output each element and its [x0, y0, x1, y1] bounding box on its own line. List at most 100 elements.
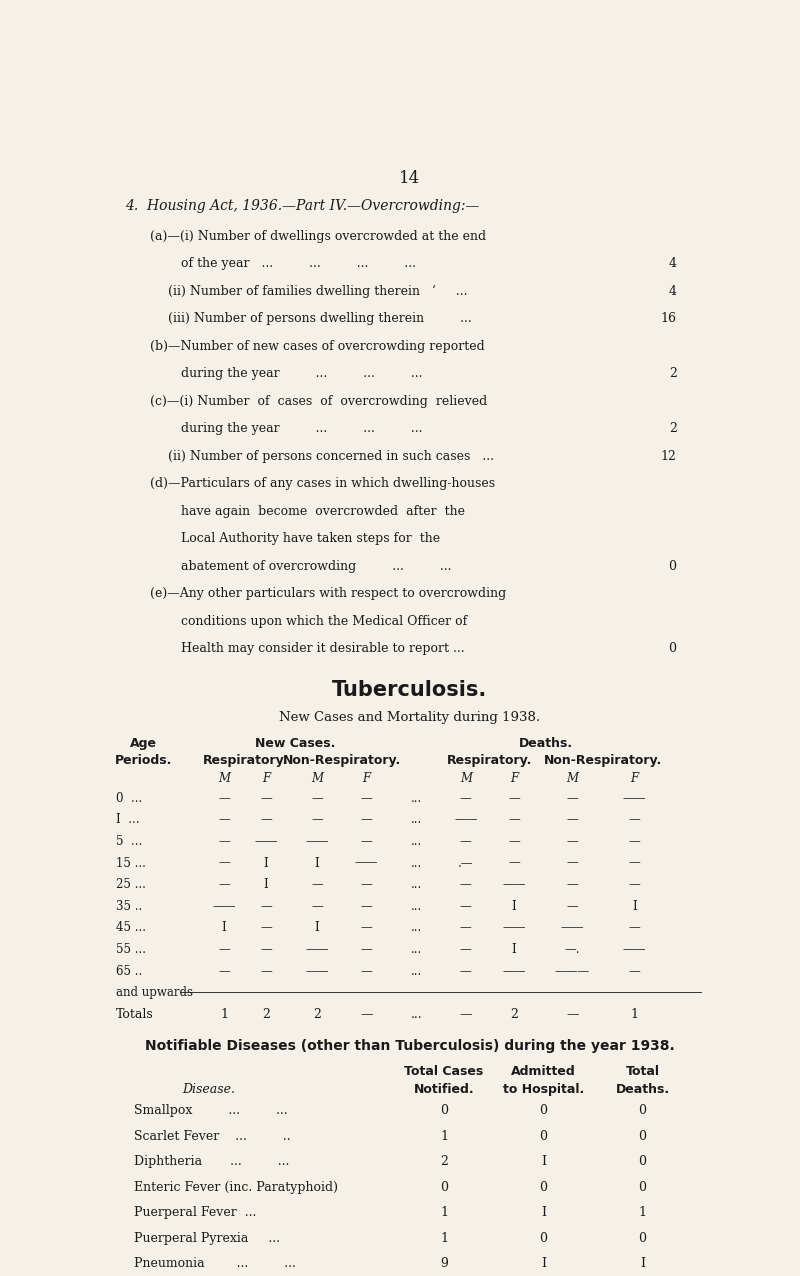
- Text: 0: 0: [669, 560, 677, 573]
- Text: ...: ...: [410, 1008, 422, 1021]
- Text: ——: ——: [355, 856, 378, 870]
- Text: Respiratory.: Respiratory.: [447, 754, 533, 767]
- Text: 65 ..: 65 ..: [115, 965, 142, 977]
- Text: Tuberculosis.: Tuberculosis.: [332, 680, 488, 699]
- Text: 25 ...: 25 ...: [115, 878, 146, 891]
- Text: Scarlet Fever    ...         ..: Scarlet Fever ... ..: [134, 1129, 290, 1143]
- Text: Smallpox         ...         ...: Smallpox ... ...: [134, 1104, 288, 1118]
- Text: 15 ...: 15 ...: [115, 856, 146, 870]
- Text: ...: ...: [410, 921, 422, 934]
- Text: —: —: [566, 1008, 578, 1021]
- Text: —: —: [260, 965, 272, 977]
- Text: 0: 0: [638, 1180, 646, 1194]
- Text: 4: 4: [669, 285, 677, 297]
- Text: —: —: [361, 943, 373, 956]
- Text: (a)—(i) Number of dwellings overcrowded at the end: (a)—(i) Number of dwellings overcrowded …: [150, 230, 486, 242]
- Text: —: —: [566, 856, 578, 870]
- Text: —: —: [460, 965, 472, 977]
- Text: I: I: [632, 900, 637, 912]
- Text: —: —: [218, 856, 230, 870]
- Text: of the year   ...         ...         ...         ...: of the year ... ... ... ...: [181, 258, 416, 271]
- Text: —: —: [361, 835, 373, 849]
- Text: M: M: [218, 772, 230, 785]
- Text: (d)—Particulars of any cases in which dwelling-houses: (d)—Particulars of any cases in which dw…: [150, 477, 494, 490]
- Text: 16: 16: [661, 313, 677, 325]
- Text: 5  ...: 5 ...: [115, 835, 142, 849]
- Text: (ii) Number of families dwelling therein   ‘     ...: (ii) Number of families dwelling therein…: [168, 285, 468, 299]
- Text: ...: ...: [410, 900, 422, 912]
- Text: —: —: [508, 835, 520, 849]
- Text: during the year         ...         ...         ...: during the year ... ... ...: [181, 422, 422, 435]
- Text: ——: ——: [502, 878, 526, 891]
- Text: —: —: [629, 965, 640, 977]
- Text: 2: 2: [262, 1008, 270, 1021]
- Text: I  ...: I ...: [115, 813, 139, 827]
- Text: —: —: [218, 813, 230, 827]
- Text: ——: ——: [454, 813, 478, 827]
- Text: Admitted: Admitted: [511, 1065, 576, 1078]
- Text: Age: Age: [130, 736, 157, 750]
- Text: —: —: [218, 943, 230, 956]
- Text: 0: 0: [638, 1104, 646, 1118]
- Text: —: —: [218, 792, 230, 805]
- Text: I: I: [222, 921, 226, 934]
- Text: ——: ——: [561, 921, 584, 934]
- Text: —: —: [260, 921, 272, 934]
- Text: —.: —.: [565, 943, 580, 956]
- Text: ...: ...: [410, 856, 422, 870]
- Text: 1: 1: [440, 1206, 448, 1220]
- Text: 0: 0: [638, 1155, 646, 1169]
- Text: Periods.: Periods.: [114, 754, 172, 767]
- Text: —: —: [260, 943, 272, 956]
- Text: Notifiable Diseases (other than Tuberculosis) during the year 1938.: Notifiable Diseases (other than Tubercul…: [145, 1040, 675, 1054]
- Text: Non-Respiratory.: Non-Respiratory.: [544, 754, 662, 767]
- Text: during the year         ...         ...         ...: during the year ... ... ...: [181, 367, 422, 380]
- Text: —: —: [459, 1008, 472, 1021]
- Text: New Cases.: New Cases.: [255, 736, 335, 750]
- Text: 0: 0: [539, 1104, 547, 1118]
- Text: (c)—(i) Number  of  cases  of  overcrowding  relieved: (c)—(i) Number of cases of overcrowding …: [150, 394, 487, 408]
- Text: conditions upon which the Medical Officer of: conditions upon which the Medical Office…: [181, 615, 467, 628]
- Text: —: —: [361, 813, 373, 827]
- Text: 1: 1: [220, 1008, 228, 1021]
- Text: I: I: [512, 943, 517, 956]
- Text: F: F: [262, 772, 270, 785]
- Text: 12: 12: [661, 450, 677, 463]
- Text: ...: ...: [410, 878, 422, 891]
- Text: Health may consider it desirable to report ...: Health may consider it desirable to repo…: [181, 642, 464, 656]
- Text: —: —: [629, 921, 640, 934]
- Text: ...: ...: [410, 835, 422, 849]
- Text: 9: 9: [440, 1257, 448, 1271]
- Text: —: —: [311, 792, 323, 805]
- Text: F: F: [362, 772, 370, 785]
- Text: —: —: [260, 900, 272, 912]
- Text: 2: 2: [510, 1008, 518, 1021]
- Text: —: —: [361, 921, 373, 934]
- Text: ...: ...: [410, 813, 422, 827]
- Text: ...: ...: [410, 943, 422, 956]
- Text: 1: 1: [638, 1206, 646, 1220]
- Text: —: —: [629, 856, 640, 870]
- Text: 0: 0: [539, 1231, 547, 1245]
- Text: (b)—Number of new cases of overcrowding reported: (b)—Number of new cases of overcrowding …: [150, 339, 484, 352]
- Text: —: —: [361, 900, 373, 912]
- Text: 2: 2: [669, 367, 677, 380]
- Text: Deaths.: Deaths.: [615, 1082, 670, 1096]
- Text: ——: ——: [306, 835, 329, 849]
- Text: Diphtheria       ...         ...: Diphtheria ... ...: [134, 1155, 290, 1169]
- Text: (iii) Number of persons dwelling therein         ...: (iii) Number of persons dwelling therein…: [168, 313, 472, 325]
- Text: —: —: [566, 813, 578, 827]
- Text: Total: Total: [626, 1065, 659, 1078]
- Text: (ii) Number of persons concerned in such cases   ...: (ii) Number of persons concerned in such…: [168, 450, 494, 463]
- Text: Total Cases: Total Cases: [405, 1065, 484, 1078]
- Text: New Cases and Mortality during 1938.: New Cases and Mortality during 1938.: [279, 711, 541, 725]
- Text: F: F: [510, 772, 518, 785]
- Text: 1: 1: [630, 1008, 638, 1021]
- Text: —: —: [360, 1008, 373, 1021]
- Text: —: —: [460, 921, 472, 934]
- Text: —: —: [508, 792, 520, 805]
- Text: Notified.: Notified.: [414, 1082, 474, 1096]
- Text: Puerperal Pyrexia     ...: Puerperal Pyrexia ...: [134, 1231, 280, 1245]
- Text: Respiratory.: Respiratory.: [202, 754, 288, 767]
- Text: —: —: [361, 792, 373, 805]
